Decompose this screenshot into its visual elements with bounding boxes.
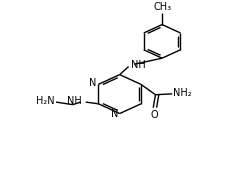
Text: NH: NH [130, 60, 145, 70]
Text: H₂N: H₂N [36, 96, 55, 106]
Text: NH: NH [67, 96, 81, 106]
Text: N: N [111, 109, 118, 119]
Text: O: O [149, 110, 157, 120]
Text: NH₂: NH₂ [173, 88, 191, 98]
Text: CH₃: CH₃ [152, 3, 170, 12]
Text: N: N [89, 79, 96, 89]
